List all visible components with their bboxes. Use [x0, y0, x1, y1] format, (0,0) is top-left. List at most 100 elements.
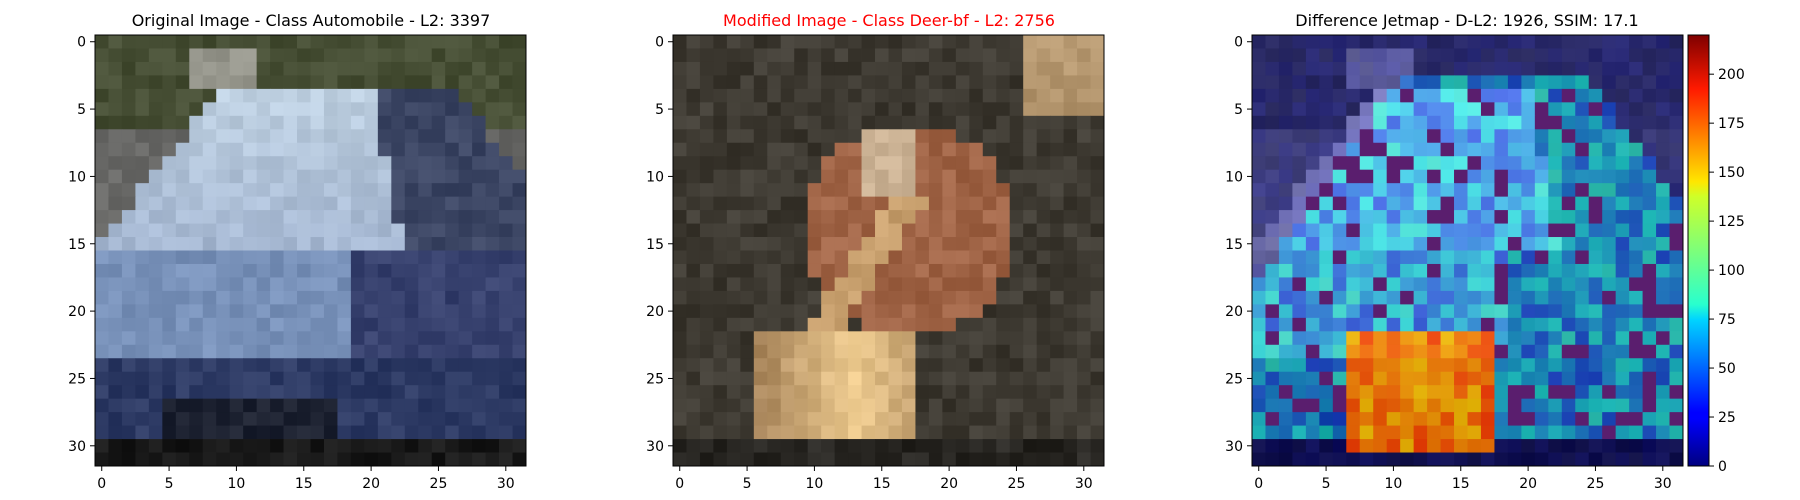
pixel-modified: [699, 142, 714, 157]
pixel-difference: [1629, 88, 1643, 103]
pixel-original: [229, 439, 244, 453]
pixel-original: [445, 183, 460, 198]
pixel-modified: [834, 102, 849, 117]
pixel-original: [391, 385, 406, 400]
pixel-difference: [1507, 385, 1522, 400]
pixel-modified: [1077, 250, 1091, 265]
pixel-original: [162, 263, 177, 278]
pixel-difference: [1400, 102, 1415, 117]
pixel-modified: [969, 263, 984, 278]
pixel-difference: [1534, 439, 1549, 453]
pixel-difference: [1278, 210, 1293, 224]
pixel-difference: [1615, 385, 1630, 400]
pixel-original: [485, 142, 500, 157]
pixel-modified: [767, 210, 782, 224]
pixel-modified: [928, 263, 943, 278]
pixel-original: [377, 371, 392, 386]
pixel-original: [108, 358, 123, 373]
pixel-difference: [1534, 223, 1549, 238]
pixel-modified: [1050, 88, 1064, 103]
pixel-original: [350, 358, 365, 373]
pixel-modified: [780, 263, 795, 278]
pixel-modified: [1023, 290, 1038, 305]
pixel-original: [499, 237, 513, 251]
pixel-original: [108, 344, 123, 359]
pixel-modified: [834, 156, 849, 171]
pixel-modified: [794, 331, 809, 346]
pixel-original: [243, 385, 258, 400]
pixel-modified: [1077, 358, 1091, 373]
pixel-original: [337, 115, 352, 130]
colorbar-tick-label: 125: [1718, 214, 1745, 230]
pixel-modified: [1036, 115, 1051, 130]
pixel-modified: [928, 277, 943, 292]
pixel-original: [243, 344, 258, 359]
pixel-original: [148, 142, 163, 157]
pixel-difference: [1292, 223, 1307, 238]
pixel-modified: [834, 88, 849, 103]
pixel-difference: [1252, 398, 1266, 413]
pixel-difference: [1480, 48, 1495, 63]
pixel-difference: [1413, 398, 1428, 413]
pixel-original: [431, 263, 446, 278]
pixel-difference: [1629, 48, 1643, 63]
pixel-modified: [1077, 61, 1091, 76]
pixel-original: [445, 237, 460, 251]
pixel-modified: [767, 398, 782, 413]
pixel-difference: [1548, 156, 1563, 171]
pixel-modified: [848, 317, 862, 332]
pixel-original: [162, 156, 177, 171]
pixel-difference: [1507, 115, 1522, 130]
pixel-difference: [1629, 129, 1643, 144]
pixel-original: [162, 75, 177, 90]
pixel-difference: [1346, 304, 1361, 319]
pixel-difference: [1521, 398, 1536, 413]
pixel-original: [391, 142, 406, 157]
pixel-modified: [928, 425, 943, 440]
pixel-modified: [726, 48, 741, 63]
pixel-modified: [699, 237, 714, 251]
pixel-modified: [821, 169, 836, 184]
pixel-difference: [1629, 412, 1643, 426]
pixel-modified: [673, 129, 687, 144]
pixel-original: [135, 210, 150, 224]
pixel-original: [283, 223, 298, 238]
pixel-modified: [1050, 344, 1064, 359]
pixel-original: [391, 156, 406, 171]
pixel-modified: [861, 263, 876, 278]
pixel-modified: [982, 385, 997, 400]
pixel-difference: [1521, 263, 1536, 278]
pixel-difference: [1278, 412, 1293, 426]
pixel-original: [202, 452, 217, 467]
pixel-original: [472, 129, 486, 144]
pixel-modified: [794, 412, 809, 426]
pixel-original: [404, 263, 419, 278]
pixel-modified: [1090, 439, 1105, 453]
pixel-modified: [726, 452, 741, 467]
pixel-original: [270, 425, 284, 440]
pixel-modified: [955, 61, 970, 76]
pixel-difference: [1561, 304, 1576, 319]
pixel-original: [202, 250, 217, 265]
pixel-difference: [1656, 35, 1670, 49]
pixel-modified: [942, 102, 957, 117]
pixel-difference: [1359, 412, 1374, 426]
pixel-modified: [767, 196, 782, 211]
pixel-original: [337, 398, 352, 413]
pixel-original: [216, 358, 231, 373]
pixel-original: [202, 412, 217, 426]
pixel-original: [148, 129, 163, 144]
pixel-modified: [1063, 331, 1078, 346]
pixel-difference: [1615, 439, 1630, 453]
pixel-modified: [740, 237, 755, 251]
pixel-difference: [1292, 344, 1307, 359]
pixel-modified: [901, 210, 916, 224]
pixel-difference: [1480, 210, 1495, 224]
pixel-difference: [1332, 61, 1347, 76]
pixel-original: [256, 317, 271, 332]
pixel-difference: [1575, 331, 1590, 346]
pixel-difference: [1386, 425, 1401, 440]
pixel-modified: [928, 452, 943, 467]
pixel-original: [431, 183, 446, 198]
pixel-modified: [901, 425, 916, 440]
